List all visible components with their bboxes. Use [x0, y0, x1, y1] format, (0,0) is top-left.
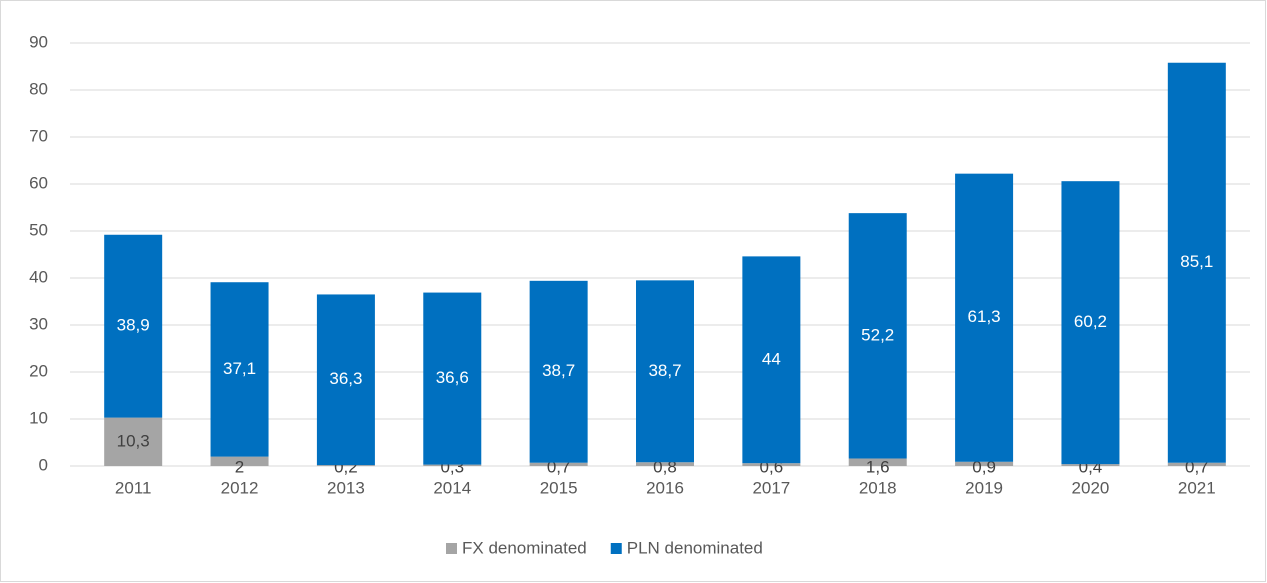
y-tick-label: 30	[29, 314, 48, 333]
bar-segment	[955, 173, 1014, 462]
y-tick-label: 40	[29, 267, 48, 286]
y-tick-label: 60	[29, 173, 48, 192]
y-tick-label: 0	[39, 455, 48, 474]
bar-segment	[1167, 462, 1226, 466]
bar-segment	[210, 456, 269, 466]
bar-segment	[742, 463, 801, 466]
data-label: 2	[235, 457, 244, 476]
data-label: 36,3	[329, 369, 362, 388]
data-label: 52,2	[861, 325, 894, 344]
data-label: 61,3	[968, 307, 1001, 326]
bar-segment	[104, 417, 163, 466]
bar-segment	[316, 294, 375, 466]
x-tick-label: 2012	[221, 478, 259, 497]
bar-segment	[636, 280, 694, 463]
data-label: 36,6	[436, 368, 469, 387]
x-tick-label: 2013	[327, 478, 365, 497]
data-label: 37,1	[223, 359, 256, 378]
data-label: 10,3	[117, 431, 150, 450]
bar-segment	[210, 282, 269, 457]
x-tick-label: 2019	[965, 478, 1003, 497]
legend-label: FX denominated	[462, 538, 587, 557]
y-tick-label: 80	[29, 79, 48, 98]
bar-segment	[1061, 181, 1120, 465]
data-label: 85,1	[1180, 252, 1213, 271]
data-label: 60,2	[1074, 312, 1107, 331]
bar-segment	[955, 461, 1014, 466]
legend-label: PLN denominated	[627, 538, 763, 557]
bar-segment	[423, 292, 482, 465]
bar-segment	[636, 462, 694, 466]
x-tick-label: 2015	[540, 478, 578, 497]
bar-segment	[316, 465, 375, 466]
data-label: 44	[762, 349, 781, 368]
data-label: 1,6	[866, 457, 890, 476]
x-tick-label: 2020	[1072, 478, 1110, 497]
bar-segment	[529, 280, 588, 463]
bar-segment	[1061, 464, 1120, 466]
legend-swatch	[610, 543, 622, 554]
y-tick-label: 70	[29, 126, 48, 145]
bar-segment	[529, 462, 588, 466]
legend-swatch	[446, 543, 457, 554]
bar-segment	[742, 256, 801, 464]
data-label: 38,7	[542, 361, 575, 380]
x-tick-label: 2021	[1178, 478, 1216, 497]
y-tick-label: 50	[29, 220, 48, 239]
y-tick-label: 90	[29, 32, 48, 51]
bar-segment	[848, 458, 907, 466]
data-label: 0,9	[972, 457, 996, 476]
x-tick-label: 2014	[433, 478, 471, 497]
bar-segment	[848, 213, 907, 459]
data-label: 38,9	[117, 316, 150, 335]
x-tick-label: 2016	[646, 478, 684, 497]
data-label: 38,7	[648, 361, 681, 380]
y-tick-label: 20	[29, 361, 48, 380]
x-tick-label: 2011	[115, 478, 152, 497]
x-tick-label: 2018	[859, 478, 897, 497]
x-tick-label: 2017	[752, 478, 790, 497]
bar-segment	[423, 464, 482, 466]
bar-segment	[104, 234, 163, 418]
bar-segment	[1167, 62, 1226, 463]
y-tick-label: 10	[29, 408, 48, 427]
